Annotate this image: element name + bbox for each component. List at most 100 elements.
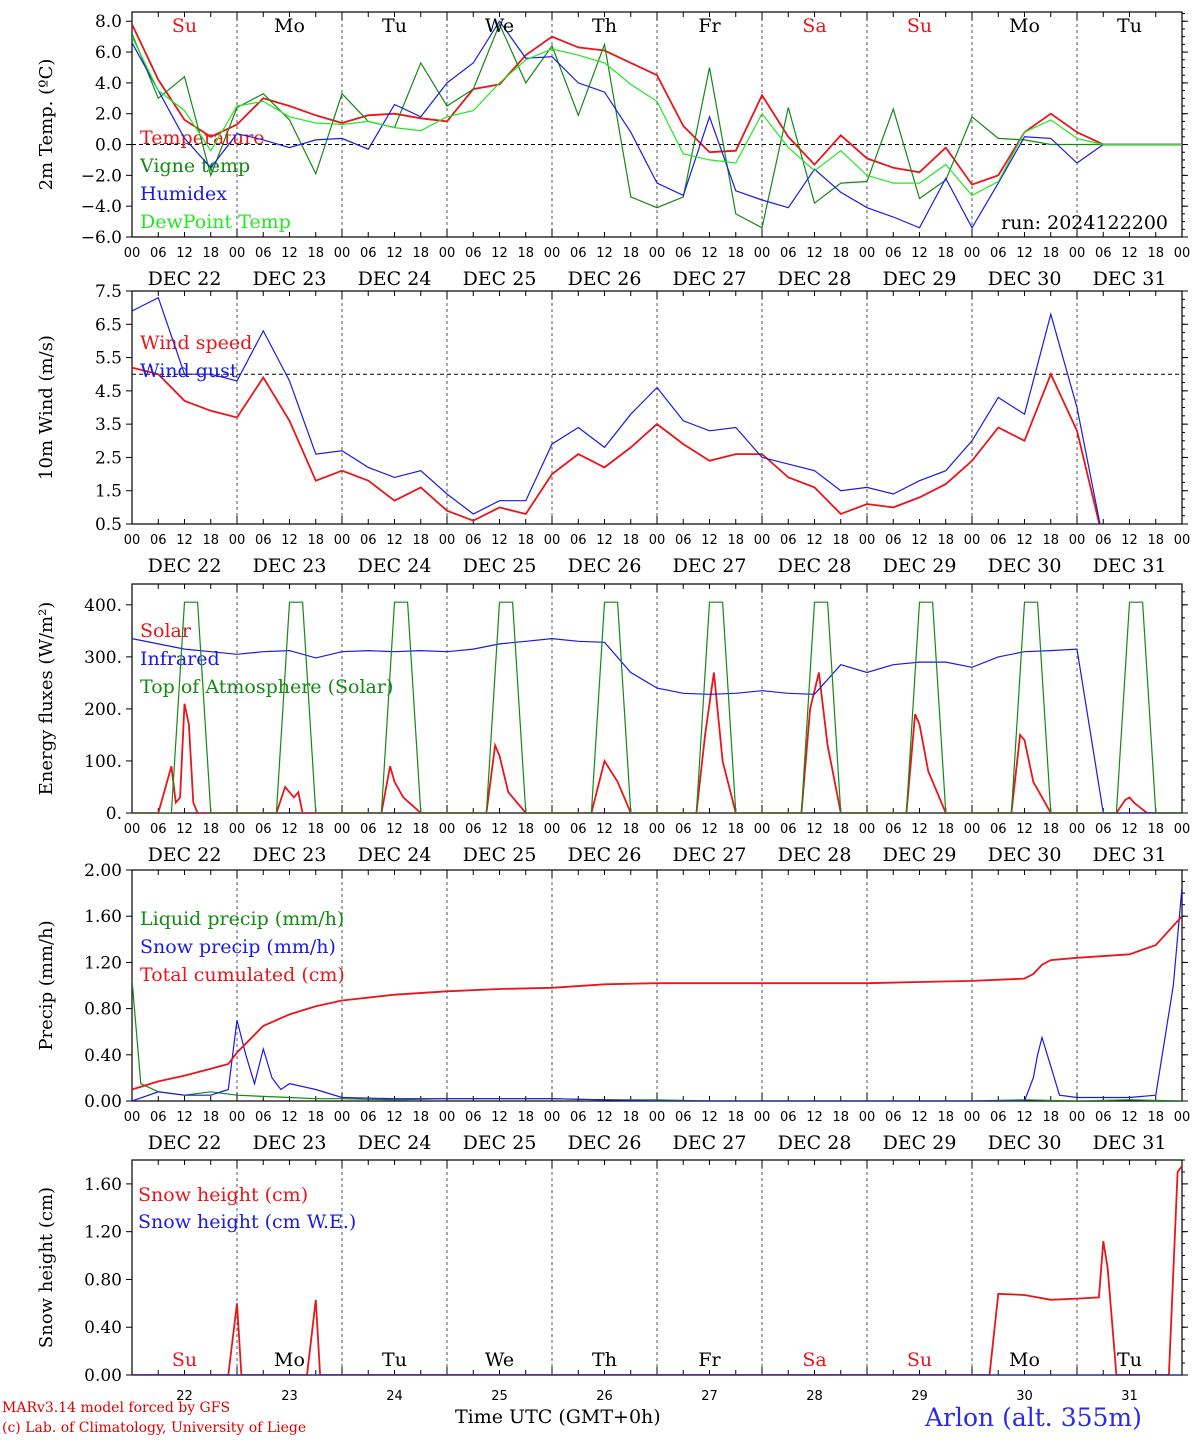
hour-tick-label: 18 [1042, 1110, 1059, 1125]
legend-entry: DewPoint Temp [140, 211, 291, 233]
legend-entry: Wind speed [140, 332, 252, 354]
date-label: DEC 26 [568, 268, 642, 290]
hour-tick-label: 12 [491, 822, 508, 837]
legend-entry: Solar [140, 620, 192, 642]
hour-tick-label: 18 [622, 1110, 639, 1125]
hour-tick-label: 12 [176, 822, 193, 837]
hour-tick-label: 12 [1121, 246, 1138, 261]
hour-tick-label: 18 [517, 533, 534, 548]
hour-tick-label: 06 [255, 1110, 272, 1125]
hour-tick-label: 12 [806, 1110, 823, 1125]
hour-tick-label: 06 [360, 1110, 377, 1125]
hour-tick-label: 06 [990, 1110, 1007, 1125]
time-axis-label: Time UTC (GMT+0h) [455, 1406, 661, 1428]
hour-tick-label: 18 [412, 1110, 429, 1125]
hour-tick-label: 18 [517, 246, 534, 261]
hour-tick-label: 12 [911, 1110, 928, 1125]
y-tick-label: 6.5 [95, 315, 122, 335]
series-line-0-1 [132, 22, 1182, 229]
y-tick-label: 7.5 [95, 282, 122, 302]
legend-entry: Liquid precip (mm/h) [140, 908, 344, 930]
hour-tick-label: 06 [465, 246, 482, 261]
hour-tick-label: 00 [754, 246, 771, 261]
date-label: DEC 22 [148, 1132, 222, 1154]
hour-tick-label: 12 [1121, 533, 1138, 548]
hour-tick-label: 18 [832, 822, 849, 837]
hour-tick-label: 18 [832, 533, 849, 548]
day-number-label: 29 [911, 1389, 928, 1404]
hour-tick-label: 06 [1095, 533, 1112, 548]
y-tick-label: 6.0 [95, 43, 122, 63]
hour-tick-label: 06 [465, 533, 482, 548]
hour-tick-label: 06 [885, 246, 902, 261]
hour-tick-label: 06 [780, 1110, 797, 1125]
hour-tick-label: 12 [1016, 822, 1033, 837]
date-label: DEC 23 [253, 1132, 327, 1154]
y-axis-title: 10m Wind (m/s) [36, 335, 57, 480]
weekday-label: Th [592, 1349, 617, 1371]
hour-tick-label: 00 [1069, 822, 1086, 837]
hour-tick-label: 18 [517, 1110, 534, 1125]
y-tick-label: 0.5 [95, 515, 122, 535]
hour-tick-label: 06 [990, 822, 1007, 837]
hour-tick-label: 18 [202, 246, 219, 261]
model-credit: MARv3.14 model forced by GFS [2, 1400, 231, 1416]
y-tick-label: 1.20 [84, 953, 122, 973]
weekday-label: Tu [382, 15, 407, 37]
weekday-label: Su [907, 1349, 932, 1371]
date-label: DEC 31 [1093, 1132, 1167, 1154]
hour-tick-label: 18 [937, 1110, 954, 1125]
day-number-label: 28 [806, 1389, 823, 1404]
hour-tick-label: 12 [701, 246, 718, 261]
date-label: DEC 30 [988, 844, 1062, 866]
legend-entry: Infrared [140, 648, 220, 670]
hour-tick-label: 00 [1069, 533, 1086, 548]
hour-tick-label: 12 [701, 533, 718, 548]
hour-tick-label: 06 [885, 533, 902, 548]
run-annotation: run: 2024122200 [1001, 212, 1168, 234]
y-tick-label: 4.5 [95, 382, 122, 402]
series-line-1-1 [132, 296, 1101, 524]
hour-tick-label: 18 [412, 533, 429, 548]
legend-entry: Snow precip (mm/h) [140, 936, 336, 958]
hour-tick-label: 06 [675, 246, 692, 261]
hour-tick-label: 12 [176, 533, 193, 548]
hour-tick-label: 12 [281, 533, 298, 548]
hour-tick-label: 12 [1016, 1110, 1033, 1125]
series-line-0-3 [132, 36, 1182, 197]
hour-tick-label: 18 [307, 1110, 324, 1125]
date-label: DEC 29 [883, 844, 957, 866]
hour-tick-label: 18 [517, 822, 534, 837]
hour-tick-label: 12 [1121, 822, 1138, 837]
date-label: DEC 31 [1093, 555, 1167, 577]
date-label: DEC 31 [1093, 844, 1167, 866]
date-label: DEC 24 [358, 844, 432, 866]
hour-tick-label: 00 [649, 822, 666, 837]
hour-tick-label: 00 [229, 822, 246, 837]
date-label: DEC 22 [148, 844, 222, 866]
hour-tick-label: 18 [1042, 246, 1059, 261]
hour-tick-label: 00 [334, 822, 351, 837]
weekday-label: Su [172, 1349, 197, 1371]
hour-tick-label: 00 [859, 822, 876, 837]
hour-tick-label: 00 [1174, 822, 1191, 837]
hour-tick-label: 00 [964, 246, 981, 261]
hour-tick-label: 00 [1174, 1110, 1191, 1125]
hour-tick-label: 00 [859, 246, 876, 261]
weekday-label: Tu [1117, 1349, 1142, 1371]
hour-tick-label: 12 [491, 246, 508, 261]
hour-tick-label: 00 [859, 1110, 876, 1125]
hour-tick-label: 12 [1016, 533, 1033, 548]
hour-tick-label: 18 [1147, 533, 1164, 548]
hour-tick-label: 18 [412, 822, 429, 837]
hour-tick-label: 00 [439, 533, 456, 548]
y-tick-label: 0.80 [84, 1270, 122, 1290]
hour-tick-label: 12 [806, 246, 823, 261]
series-line-3-2 [132, 915, 1182, 1091]
hour-tick-label: 00 [229, 246, 246, 261]
hour-tick-label: 00 [229, 1110, 246, 1125]
date-label: DEC 27 [673, 1132, 747, 1154]
hour-tick-label: 06 [780, 822, 797, 837]
legend-entry: Snow height (cm W.E.) [138, 1211, 356, 1233]
y-tick-label: 1.60 [84, 1175, 122, 1195]
